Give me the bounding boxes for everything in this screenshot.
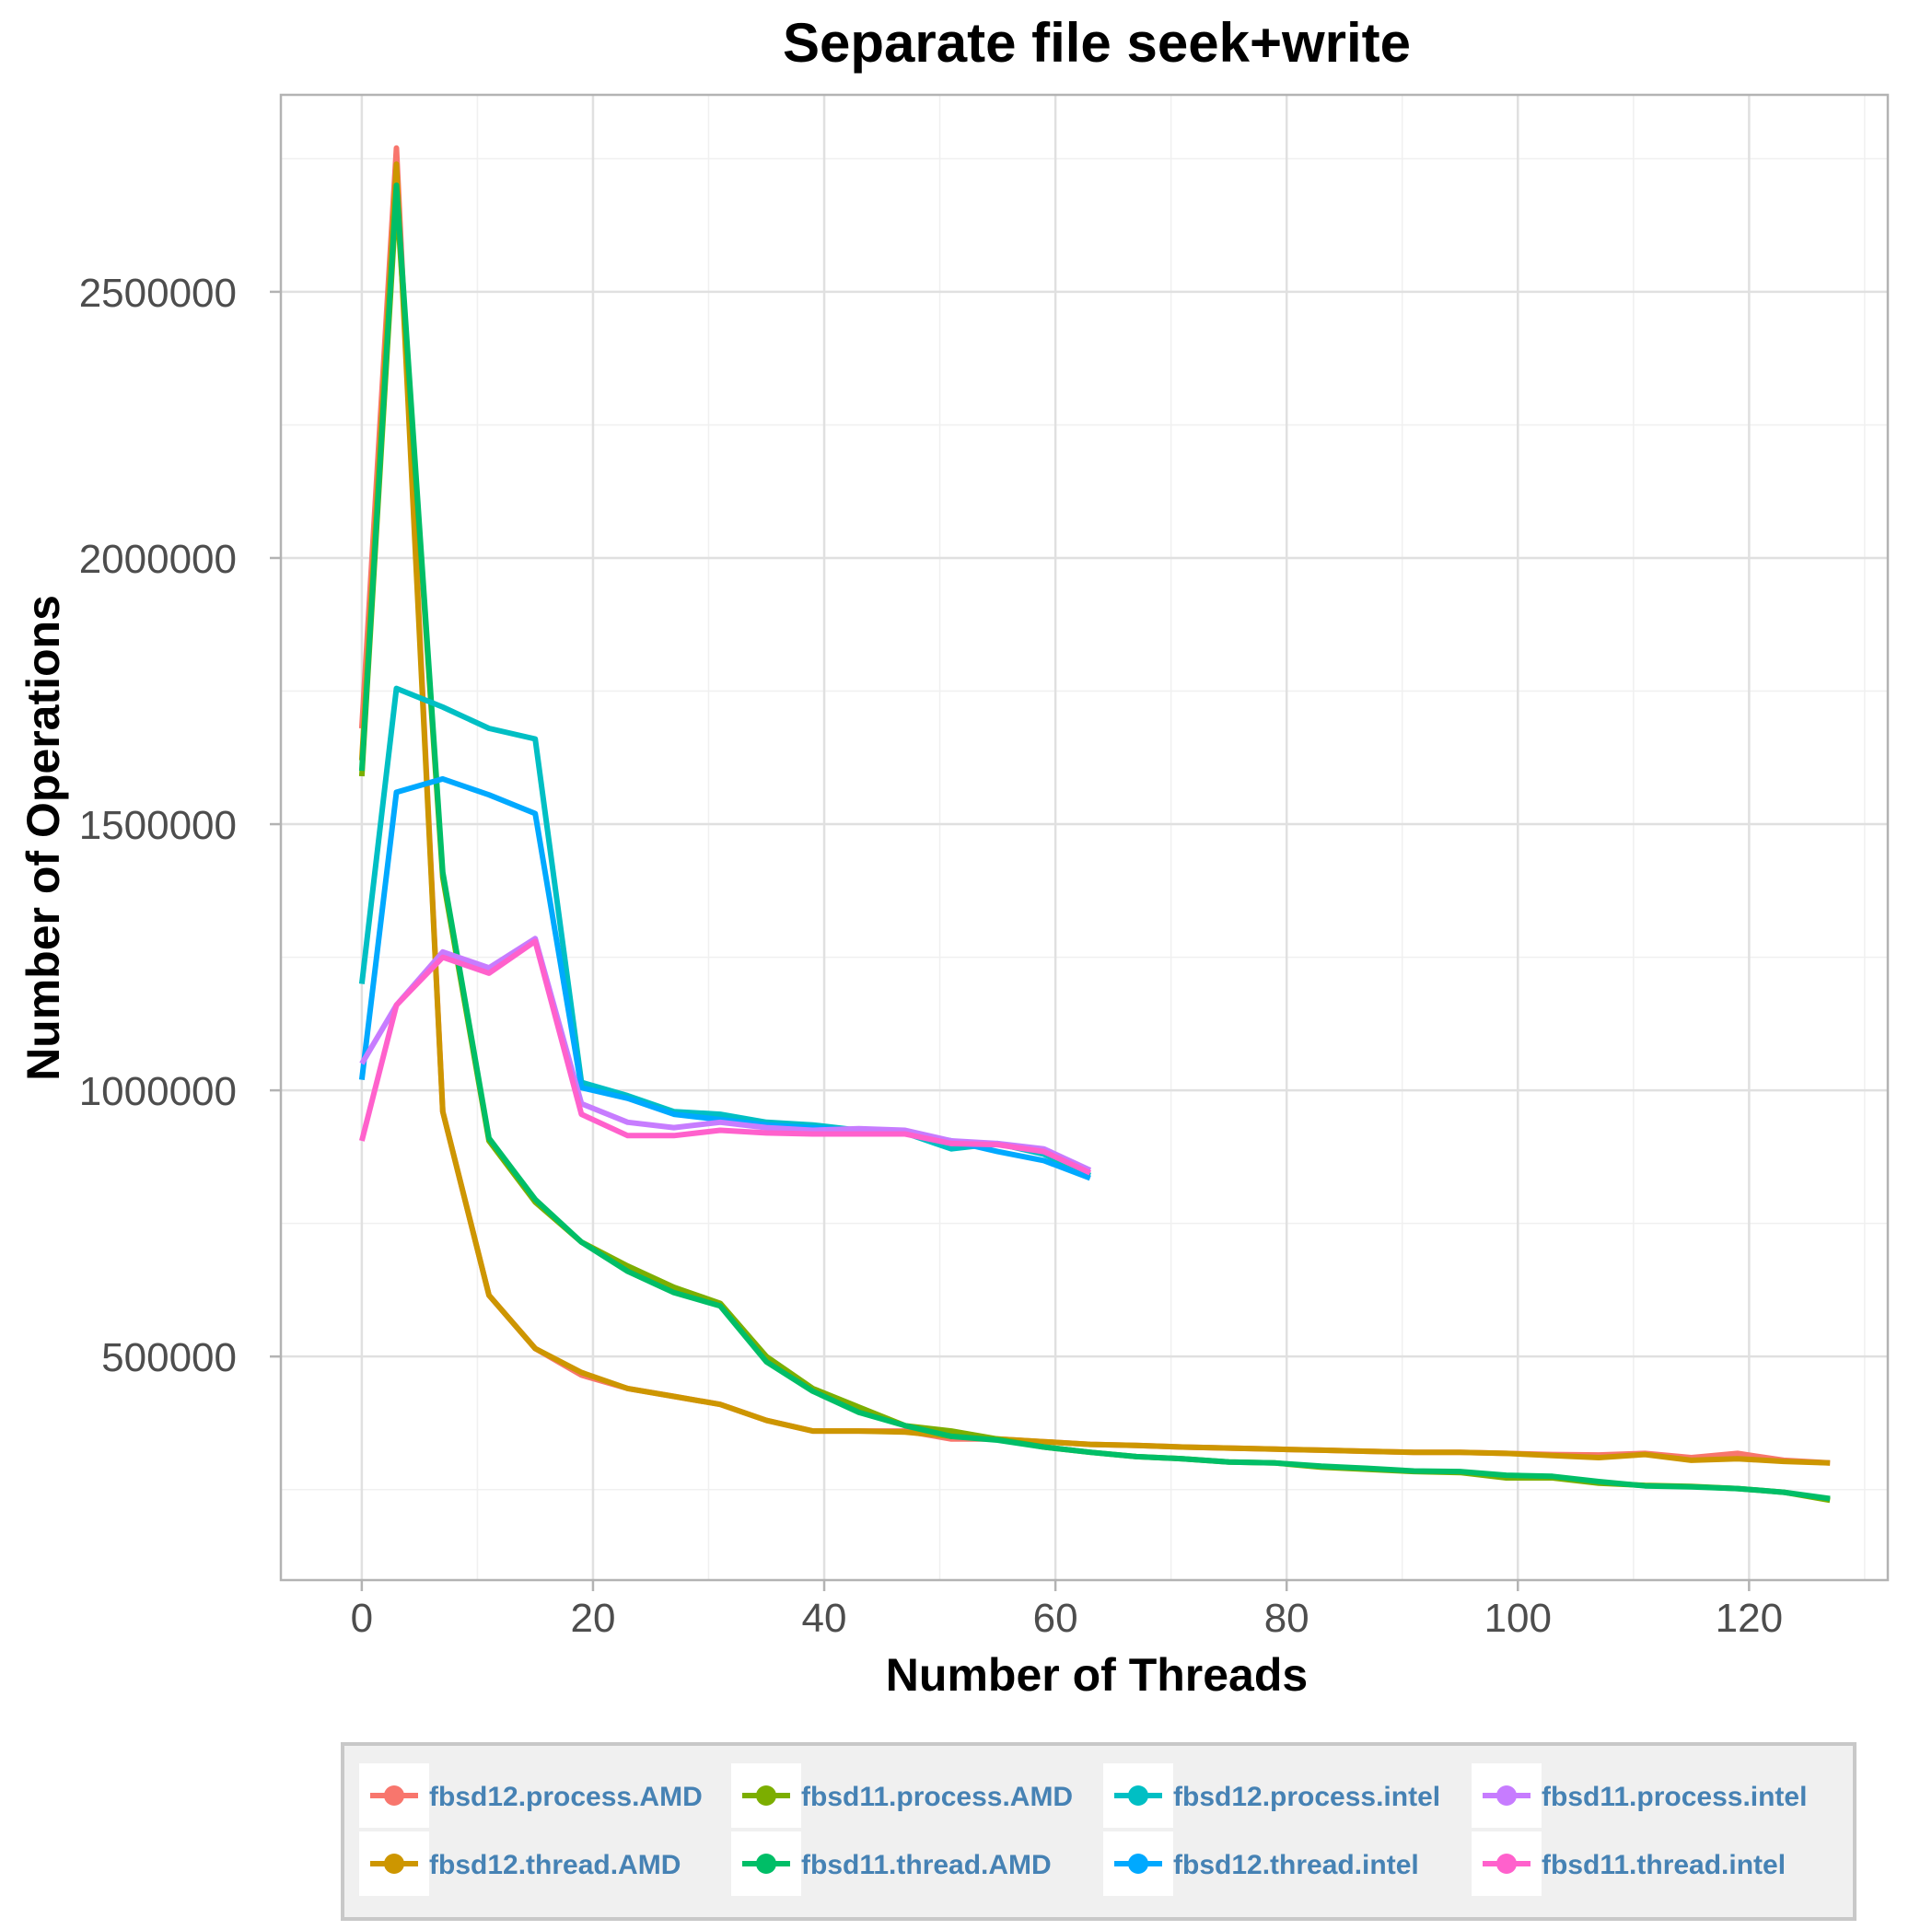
legend: fbsd12.process.AMD fbsd12.thread.AMD fbsd1… [341,1742,1856,1921]
legend-label-fbsd11-thread-intel: fbsd11.thread.intel [1542,1850,1786,1880]
y-tick-label: 1000000 [79,1069,237,1114]
y-tick-label: 2000000 [79,537,237,582]
x-tick-label: 20 [570,1596,615,1641]
x-tick-label: 80 [1264,1596,1309,1641]
legend-label-fbsd11-process-AMD: fbsd11.process.AMD [801,1782,1073,1812]
legend-items: fbsd12.process.AMD fbsd12.thread.AMD fbsd1… [359,1763,1807,1896]
series-line-fbsd11-thread-AMD [358,182,1831,1502]
chart-title: Separate file seek+write [783,12,1411,74]
x-tick-label: 120 [1716,1596,1783,1641]
y-axis-ticks: 500000 1000000 1500000 2000000 2500000 [79,271,281,1380]
y-tick-label: 500000 [101,1335,237,1380]
legend-key-dot-fbsd12-process-intel [1128,1785,1148,1806]
plot-panel-border [279,93,1890,1582]
legend-label-fbsd12-process-intel: fbsd12.process.intel [1173,1782,1440,1812]
x-axis-title: Number of Threads [886,1649,1308,1701]
legend-key-dot-fbsd12-thread-intel [1128,1854,1148,1874]
legend-label-fbsd11-thread-AMD: fbsd11.thread.AMD [801,1850,1052,1880]
y-tick-label: 1500000 [79,803,237,848]
series-line-fbsd11-thread-intel [358,938,1092,1176]
grid-minor [281,95,1888,1580]
x-tick-label: 100 [1484,1596,1552,1641]
legend-label-fbsd12-thread-AMD: fbsd12.thread.AMD [429,1850,681,1880]
legend-label-fbsd12-thread-intel: fbsd12.thread.intel [1173,1850,1419,1880]
y-axis-title: Number of Operations [17,595,69,1081]
legend-key-dot-fbsd12-process-AMD [384,1785,404,1806]
legend-key-dot-fbsd12-thread-AMD [384,1854,404,1874]
legend-label-fbsd11-process-intel: fbsd11.process.intel [1542,1782,1807,1812]
series-line-fbsd12-thread-AMD [358,161,1831,1466]
x-tick-label: 60 [1033,1596,1078,1641]
legend-key-dot-fbsd11-thread-intel [1496,1854,1517,1874]
legend-key-dot-fbsd11-thread-AMD [756,1854,776,1874]
series-layer [358,145,1831,1504]
legend-key-dot-fbsd11-process-intel [1496,1785,1517,1806]
legend-box [341,1742,1856,1921]
legend-label-fbsd12-process-AMD: fbsd12.process.AMD [429,1782,703,1812]
y-tick-label: 2500000 [79,271,237,316]
legend-key-dot-fbsd11-process-AMD [756,1785,776,1806]
x-tick-label: 0 [351,1596,373,1641]
x-tick-label: 40 [802,1596,847,1641]
x-axis-ticks: 0 20 40 60 80 100 120 [351,1580,1783,1641]
